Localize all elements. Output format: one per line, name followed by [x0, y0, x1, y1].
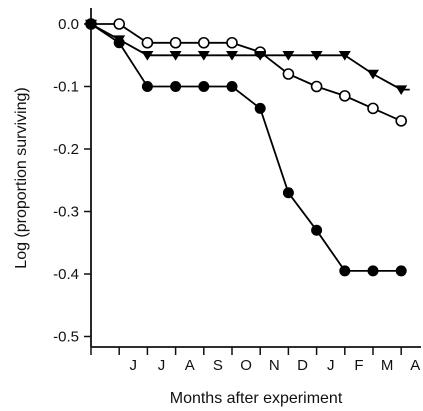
filled-circle-point — [226, 81, 238, 92]
x-tick-label: M — [381, 357, 394, 374]
y-tick-label: -0.4 — [53, 266, 79, 283]
x-tick-label: S — [213, 357, 223, 374]
filled-circle-point — [113, 37, 125, 49]
series-line — [90, 23, 410, 91]
triangle-point — [254, 51, 267, 61]
filled-circle-point — [367, 265, 379, 277]
open-circle-point — [113, 18, 125, 30]
x-tick-label: J — [327, 357, 335, 374]
filled-circle-point — [339, 265, 351, 277]
y-tick-label: -0.2 — [53, 141, 79, 158]
y-tick-label: -0.5 — [53, 329, 79, 346]
y-tick-label: 0.0 — [58, 16, 79, 33]
triangle-point — [226, 51, 238, 61]
filled-circle-point — [198, 81, 210, 92]
x-tick-label: A — [185, 357, 195, 374]
filled-circle-point — [282, 187, 294, 199]
x-axis-label: Months after experiment — [170, 390, 343, 407]
x-tick-label: J — [158, 357, 166, 374]
axes — [90, 8, 421, 348]
x-tick-label: D — [297, 357, 308, 374]
open-circle-point — [198, 36, 210, 49]
open-circle-point — [338, 90, 351, 102]
x-tick-label: O — [240, 357, 252, 374]
y-ticks: 0.0 -0.1 -0.2 -0.3 -0.4 -0.5 — [53, 16, 91, 346]
x-tick-label: N — [269, 357, 280, 374]
triangle-point — [169, 51, 182, 61]
y-tick-label: -0.3 — [53, 204, 79, 221]
filled-circle-point — [170, 81, 182, 92]
filled-circle-point — [85, 18, 97, 30]
triangle-point — [197, 51, 210, 61]
triangle-point — [367, 69, 379, 80]
triangle-point — [310, 51, 323, 61]
open-circle-point — [310, 80, 323, 93]
triangle-point — [395, 85, 408, 96]
series-layer — [85, 18, 410, 277]
y-tick-label: -0.1 — [53, 79, 79, 96]
triangle-point — [141, 51, 154, 61]
triangle-point — [282, 51, 295, 61]
open-circle-point — [226, 36, 238, 49]
filled-circle-point — [395, 265, 407, 277]
filled-circle-point — [311, 224, 323, 236]
x-tick-label: J — [130, 357, 138, 374]
series-open-circle — [85, 18, 408, 127]
y-axis-label: Log (proportion surviving) — [13, 87, 30, 268]
open-circle-point — [282, 68, 295, 80]
open-circle-point — [169, 36, 182, 49]
filled-circle-point — [254, 102, 266, 114]
triangle-point — [338, 51, 351, 61]
open-circle-point — [395, 115, 408, 127]
x-tick-label: A — [410, 357, 420, 374]
filled-circle-point — [141, 81, 153, 92]
x-tick-label: F — [354, 357, 363, 374]
series-filled-circle — [85, 18, 407, 277]
open-circle-point — [141, 36, 154, 49]
open-circle-point — [367, 102, 379, 115]
series-filled-triangle-down — [85, 19, 410, 96]
